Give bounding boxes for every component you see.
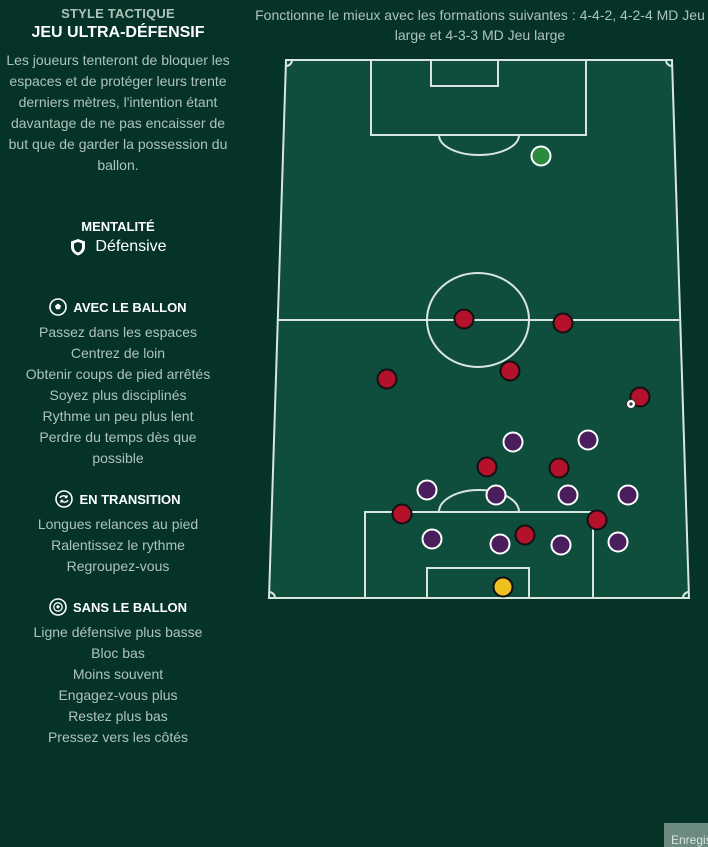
opponent-player-marker (453, 308, 475, 330)
transition-icon (55, 490, 74, 508)
opponent-player-marker (514, 524, 536, 546)
own-player-marker (557, 484, 579, 506)
recommended-formations-text: Fonctionne le mieux avec les formations … (255, 7, 705, 43)
list-item: Moins souvent (72, 666, 164, 682)
own-keeper (492, 576, 514, 598)
corner-arc (682, 591, 690, 599)
bottom-six-yard-box (426, 567, 530, 599)
ball-marker (626, 399, 636, 409)
opponent-player-marker (552, 312, 574, 334)
in-transition-list: Longues relances au pied Ralentissez le … (0, 514, 236, 577)
opponent-players (376, 308, 651, 546)
list-item: Perdre du temps dès que possible (39, 429, 197, 466)
own-player-marker (617, 484, 639, 506)
top-six-yard-box (430, 59, 499, 87)
corner-arc (268, 591, 276, 599)
opponent-keeper (530, 145, 552, 167)
list-item: Passez dans les espaces (39, 324, 197, 340)
opponent-player-marker (476, 456, 498, 478)
own-player-marker (485, 484, 507, 506)
own-player-marker (577, 429, 599, 451)
in-possession-heading: AVEC LE BALLON (0, 298, 236, 316)
out-of-possession-heading: SANS LE BALLON (0, 598, 236, 616)
mentality-value: Défensive (95, 238, 167, 255)
pitch-surface (267, 59, 691, 599)
list-item: Ralentissez le rythme (51, 537, 185, 553)
opponent-player-marker (376, 368, 398, 390)
ball-icon (49, 298, 68, 316)
own-player-marker (416, 479, 438, 501)
list-item: Regroupez-vous (66, 558, 170, 574)
list-item: Restez plus bas (68, 708, 168, 724)
own-player-marker (421, 528, 443, 550)
out-of-possession-list: Ligne défensive plus basse Bloc bas Moin… (0, 622, 236, 748)
tactics-pitch (267, 59, 691, 599)
in-transition-label: EN TRANSITION (79, 491, 181, 507)
opponent-player-marker (499, 360, 521, 382)
own-players (416, 429, 639, 556)
list-item: Centrez de loin (70, 345, 166, 361)
list-item: Pressez vers les côtés (47, 729, 189, 745)
opponent-player-marker (548, 457, 570, 479)
list-item: Engagez-vous plus (58, 687, 178, 703)
list-item: Bloc bas (91, 645, 145, 661)
corner-arc (285, 59, 293, 67)
own-player-marker (550, 534, 572, 556)
opponent-player-marker (586, 509, 608, 531)
list-item: Rythme un peu plus lent (42, 408, 194, 424)
own-player-marker (607, 531, 629, 553)
list-item: Obtenir coups de pied arrêtés (25, 366, 211, 382)
list-item: Longues relances au pied (37, 516, 199, 532)
tactic-style-name: JEU ULTRA-DÉFENSIF (31, 24, 205, 41)
mentality-label: MENTALITÉ (81, 219, 155, 234)
top-penalty-arc (438, 134, 520, 156)
in-transition-heading: EN TRANSITION (0, 490, 236, 508)
own-player-marker (502, 431, 524, 453)
in-possession-label: AVEC LE BALLON (73, 299, 187, 315)
no-ball-icon (49, 598, 67, 616)
own-player-marker (489, 533, 511, 555)
out-of-possession-label: SANS LE BALLON (72, 599, 188, 615)
shield-icon (69, 238, 87, 256)
tactic-style-kicker: STYLE TACTIQUE (61, 6, 175, 21)
mentality-value-row: Défensive (0, 238, 236, 256)
centre-circle (426, 272, 530, 368)
list-item: Ligne défensive plus basse (33, 624, 203, 640)
opponent-player-marker (391, 503, 413, 525)
corner-arc (665, 59, 673, 67)
in-possession-list: Passez dans les espaces Centrez de loin … (0, 322, 236, 469)
mentality-heading: MENTALITÉ (0, 219, 236, 234)
save-button[interactable]: Enregistrer (664, 823, 708, 847)
tactic-description: Les joueurs tenteront de bloquer les esp… (6, 52, 230, 173)
list-item: Soyez plus disciplinés (49, 387, 187, 403)
bottom-penalty-arc (438, 489, 520, 513)
